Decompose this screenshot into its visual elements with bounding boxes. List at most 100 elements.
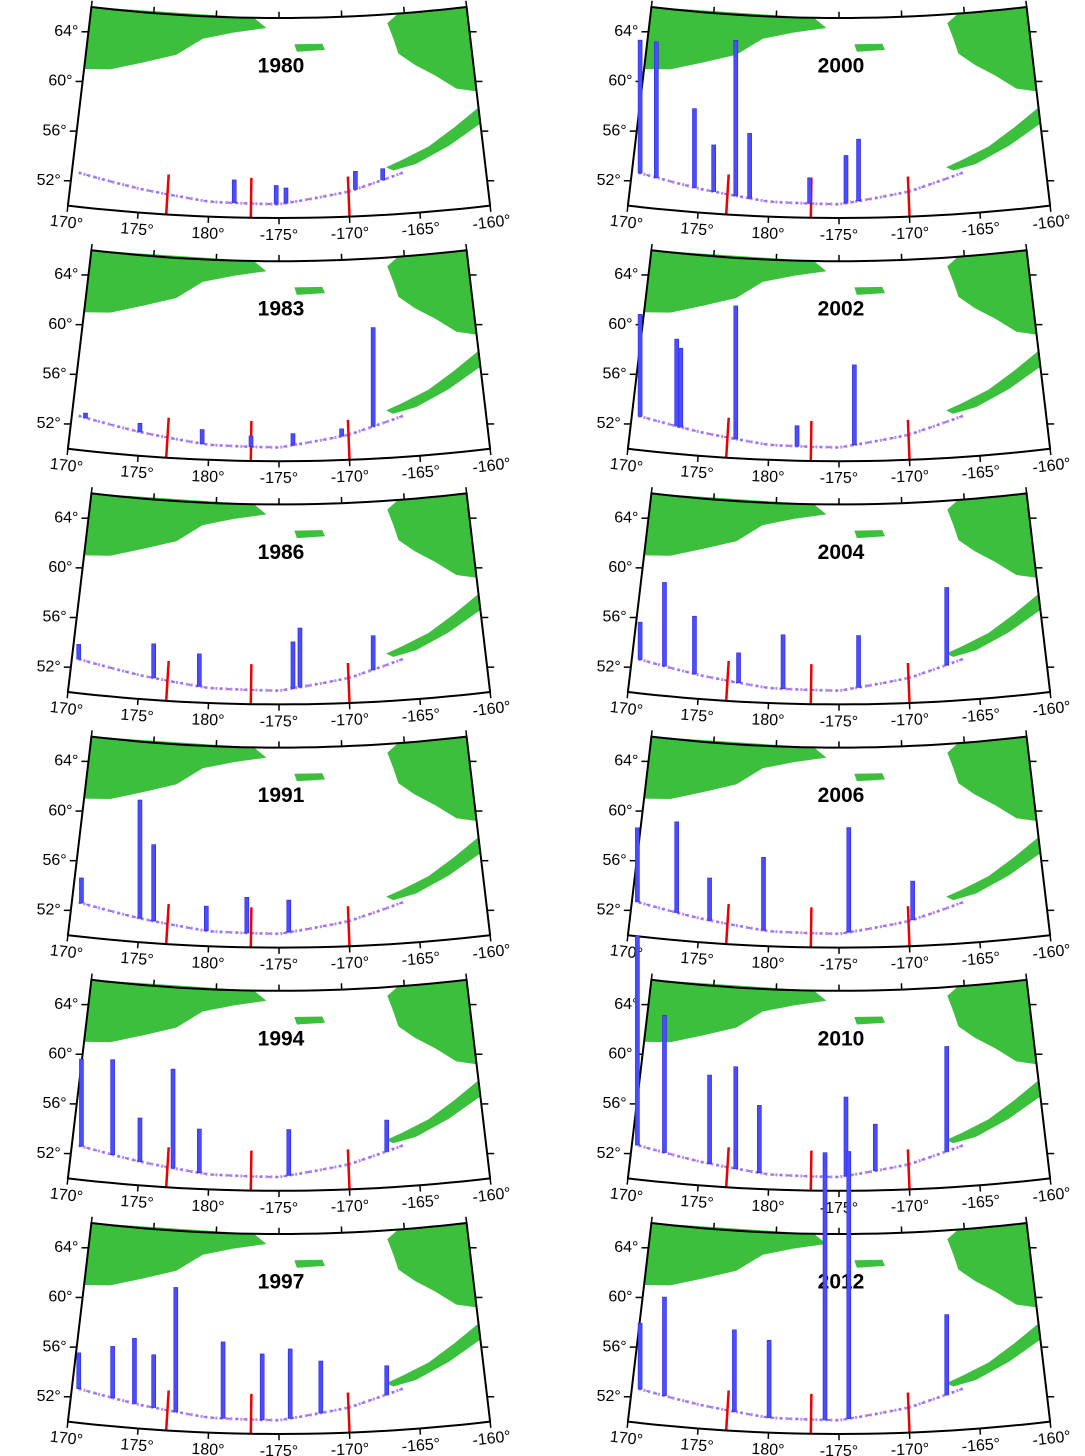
boundary-line xyxy=(724,174,730,215)
lon-label: 170° xyxy=(609,1185,644,1206)
lon-label: -170° xyxy=(331,1441,370,1456)
lon-label: -160° xyxy=(472,1185,512,1206)
land xyxy=(946,837,1041,901)
year-title: 1997 xyxy=(258,1271,305,1294)
year-title: 2000 xyxy=(818,55,865,78)
boundary-line xyxy=(346,176,351,217)
lon-label: -165° xyxy=(961,1436,1001,1456)
lon-label: -160° xyxy=(472,1428,512,1449)
map-panel: 64°60°56°52°170° 175° 180° -175° -170° -165° -… xyxy=(37,0,512,244)
land xyxy=(387,250,477,335)
map-background xyxy=(67,250,491,462)
land xyxy=(644,736,827,799)
data-bar xyxy=(76,1352,82,1390)
land xyxy=(294,1016,325,1025)
land xyxy=(946,107,1041,171)
data-bar xyxy=(286,899,292,933)
boundary-line xyxy=(346,1149,351,1190)
lat-label: 56° xyxy=(602,1095,626,1112)
tick-mark xyxy=(1049,448,1052,456)
lon-label: 180° xyxy=(191,711,225,729)
lat-label: 64° xyxy=(614,1239,638,1256)
land xyxy=(386,350,481,414)
data-bar xyxy=(286,1129,292,1176)
map-background xyxy=(627,736,1051,948)
data-bar xyxy=(283,187,289,204)
lat-label: 64° xyxy=(54,1239,78,1256)
tick-mark xyxy=(489,691,492,699)
data-bar xyxy=(637,314,643,417)
lon-label: -165° xyxy=(401,950,441,970)
lon-label: -160° xyxy=(472,699,512,720)
data-bar xyxy=(852,364,857,446)
data-bar xyxy=(83,412,88,419)
land xyxy=(644,493,827,556)
lon-label: -165° xyxy=(401,220,441,240)
land xyxy=(294,43,325,52)
data-bar xyxy=(79,1058,84,1147)
data-bar xyxy=(173,1287,179,1413)
lon-label: -170° xyxy=(331,1198,370,1217)
lat-label: 56° xyxy=(42,122,66,139)
lat-label: 52° xyxy=(597,415,621,432)
data-bar xyxy=(137,799,143,919)
data-bar xyxy=(757,1105,762,1174)
data-bar xyxy=(846,1151,852,1419)
tick-mark xyxy=(465,973,468,980)
lon-label: 175° xyxy=(680,463,714,483)
lon-label: 175° xyxy=(680,1193,714,1213)
tick-mark xyxy=(626,448,629,456)
data-bar xyxy=(384,1365,390,1395)
data-bar xyxy=(290,641,296,689)
data-bar xyxy=(910,880,915,921)
land xyxy=(854,43,885,52)
land xyxy=(387,736,477,821)
tick-mark xyxy=(90,730,93,737)
lon-label: -165° xyxy=(961,706,1001,726)
boundary-line xyxy=(809,420,813,462)
tick-mark xyxy=(90,1216,93,1224)
boundary-line xyxy=(809,664,813,705)
lon-label: -160° xyxy=(472,942,512,963)
map-panel: 64°60°56°52°170° 175° 180° -175° -170° -165° -… xyxy=(597,1216,1072,1456)
map-panel: 64°60°56°52°170° 175° 180° -175° -170° -165° -… xyxy=(597,973,1072,1217)
data-bar xyxy=(370,635,376,670)
data-bar xyxy=(199,429,205,444)
land xyxy=(386,1080,481,1144)
data-bar xyxy=(151,844,157,922)
data-bar xyxy=(678,347,684,428)
data-bar xyxy=(707,877,712,921)
boundary-line xyxy=(906,662,911,704)
lat-label: 52° xyxy=(597,658,621,675)
data-bar xyxy=(353,171,358,190)
land xyxy=(946,350,1041,414)
lon-label: -165° xyxy=(401,1436,441,1456)
land xyxy=(84,7,267,70)
lat-label: 64° xyxy=(614,23,638,40)
lat-label: 56° xyxy=(602,852,626,869)
data-bar xyxy=(273,185,279,205)
lon-label: -165° xyxy=(401,463,441,483)
land xyxy=(947,1223,1037,1308)
data-bar xyxy=(944,1314,950,1395)
data-bar xyxy=(780,634,786,690)
land xyxy=(854,773,885,782)
boundary-line xyxy=(906,906,911,947)
lon-label: 180° xyxy=(191,468,225,486)
data-bar xyxy=(170,1068,176,1169)
lon-label: -175° xyxy=(260,1443,298,1456)
tick-mark xyxy=(465,730,468,737)
boundary-line xyxy=(724,1147,730,1188)
data-bar xyxy=(692,615,697,675)
data-bar xyxy=(766,1339,772,1418)
data-bar xyxy=(137,1117,143,1162)
lon-label: 180° xyxy=(191,955,225,973)
data-bar xyxy=(132,1338,137,1404)
land xyxy=(854,286,885,295)
land xyxy=(946,593,1041,657)
data-bar xyxy=(761,857,766,931)
land xyxy=(294,773,325,782)
lat-label: 60° xyxy=(48,1045,72,1062)
lon-label: 180° xyxy=(191,1198,225,1216)
lat-label: 60° xyxy=(48,316,72,333)
